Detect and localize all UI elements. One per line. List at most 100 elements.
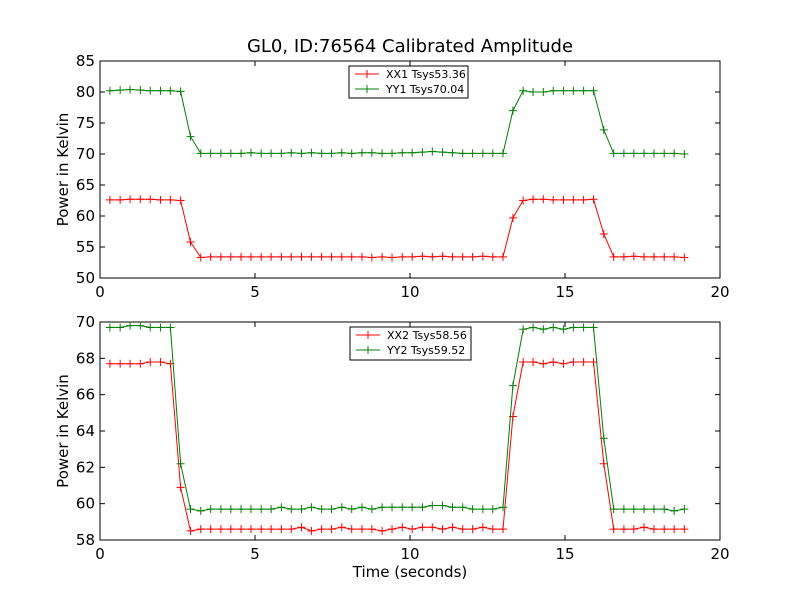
data-point: [146, 86, 155, 95]
data-point: [458, 503, 467, 512]
data-point: [297, 252, 306, 261]
data-point: [156, 195, 165, 204]
data-point: [206, 149, 215, 158]
x-tick-label: 10: [400, 283, 419, 301]
data-point: [105, 323, 114, 332]
data-point: [277, 525, 286, 534]
data-point: [307, 252, 316, 261]
data-point: [317, 252, 326, 261]
data-point: [529, 195, 538, 204]
data-point: [619, 252, 628, 261]
legend-box: [348, 65, 469, 99]
data-point: [347, 525, 356, 534]
data-point: [499, 149, 507, 158]
y-tick-label: 50: [76, 269, 95, 287]
data-point: [468, 505, 477, 514]
data-point: [660, 252, 669, 261]
data-point: [337, 148, 346, 157]
bottom-plot: 0 5 10 15 20 58 60 62 64 66 68 70 Power in Kelvin XX2…: [54, 313, 730, 563]
data-point: [589, 195, 598, 204]
series-line: [109, 198, 685, 259]
y-tick-label: 80: [76, 83, 95, 101]
data-point: [206, 505, 215, 514]
data-point: [488, 505, 497, 514]
data-point: [378, 526, 387, 535]
data-point: [357, 525, 366, 534]
data-point: [257, 149, 266, 158]
data-point: [529, 357, 538, 366]
legend-label: XX1 Tsys53.36: [386, 68, 466, 81]
data-point: [408, 525, 417, 534]
x-tick-label: 20: [710, 283, 729, 301]
data-point: [166, 86, 175, 95]
data-point: [337, 523, 346, 532]
data-point: [136, 321, 145, 330]
chart-title: GL0, ID:76564 Calibrated Amplitude: [247, 36, 573, 57]
y-tick-label: 75: [76, 114, 95, 132]
data-point: [499, 525, 507, 534]
data-point: [519, 325, 528, 334]
data-point: [176, 196, 185, 205]
data-point: [468, 149, 477, 158]
data-point: [237, 252, 246, 261]
data-point: [297, 523, 306, 532]
legend-box: [349, 326, 472, 361]
data-point: [367, 253, 376, 262]
series-line: [109, 361, 685, 532]
x-tick-label: 0: [95, 545, 105, 563]
data-point: [287, 148, 296, 157]
data-point: [529, 88, 538, 96]
x-tick-label: 5: [250, 283, 260, 301]
y-tick-label: 60: [76, 207, 95, 225]
data-point: [680, 150, 689, 158]
data-point: [640, 505, 649, 514]
y-tick-label: 65: [76, 176, 95, 194]
data-point: [629, 505, 638, 514]
data-point: [629, 252, 638, 261]
data-point: [579, 86, 588, 95]
data-point: [609, 149, 618, 158]
data-point: [619, 525, 628, 534]
data-point: [539, 325, 548, 334]
data-point: [519, 357, 528, 366]
y-tick-label: 64: [76, 422, 95, 440]
data-point: [206, 525, 215, 534]
data-point: [378, 503, 387, 512]
data-point: [277, 503, 286, 512]
y-tick-label: 70: [76, 145, 95, 163]
data-point: [216, 149, 225, 158]
data-point: [579, 357, 588, 366]
x-tick-label: 10: [400, 545, 419, 563]
data-point: [458, 525, 467, 534]
data-point: [327, 149, 336, 158]
data-point: [317, 505, 326, 514]
data-point: [367, 505, 376, 514]
data-point: [438, 525, 447, 534]
data-point: [307, 503, 316, 512]
data-point: [105, 195, 114, 204]
legend-label: YY2 Tsys59.52: [386, 344, 465, 357]
data-point: [499, 252, 507, 261]
data-point: [559, 359, 568, 368]
data-point: [670, 525, 679, 534]
y-tick-label: 58: [76, 531, 95, 549]
data-point: [599, 434, 608, 443]
data-point: [126, 195, 135, 204]
data-point: [680, 525, 689, 534]
data-point: [116, 359, 125, 368]
data-point: [105, 359, 114, 368]
data-point: [126, 321, 135, 330]
data-point: [640, 523, 649, 532]
data-point: [448, 503, 457, 512]
data-point: [670, 506, 679, 515]
data-point: [519, 86, 528, 95]
data-point: [237, 505, 246, 514]
data-point: [519, 196, 528, 205]
data-point: [418, 252, 427, 261]
data-point: [146, 323, 155, 332]
data-point: [549, 86, 558, 95]
y-tick-label: 66: [76, 386, 95, 404]
data-point: [649, 525, 658, 534]
data-point: [116, 86, 125, 95]
data-point: [589, 357, 598, 366]
